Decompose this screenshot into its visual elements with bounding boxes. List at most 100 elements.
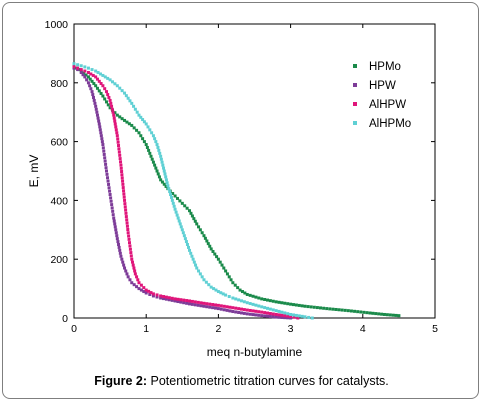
data-point [120, 257, 124, 261]
data-point [394, 313, 398, 317]
data-point [237, 307, 241, 311]
x-tick-label: 1 [143, 323, 149, 335]
data-point [155, 143, 159, 147]
data-point [109, 199, 113, 203]
data-point [95, 110, 99, 114]
data-point [114, 231, 118, 235]
data-point [382, 312, 386, 316]
data-point [208, 244, 212, 248]
data-point [337, 308, 341, 312]
data-point [228, 305, 232, 309]
data-point [106, 103, 110, 107]
data-point [219, 304, 223, 308]
data-point [197, 269, 201, 273]
data-point [286, 312, 290, 316]
data-point [79, 64, 83, 68]
data-point [162, 297, 166, 301]
legend-marker [353, 121, 357, 125]
x-tick-label: 4 [360, 323, 366, 335]
data-point [307, 315, 311, 319]
data-point [271, 315, 275, 319]
data-point [254, 295, 258, 299]
data-point [182, 301, 186, 305]
data-point [260, 305, 264, 309]
data-point [151, 294, 155, 298]
series-AlHPW [72, 65, 300, 320]
data-point [126, 96, 130, 100]
data-point [101, 73, 105, 77]
data-point [185, 299, 189, 303]
data-point [228, 309, 232, 313]
data-point [121, 186, 125, 190]
data-point [102, 152, 106, 156]
data-point [113, 222, 117, 226]
data-point [147, 289, 151, 293]
data-point [175, 196, 179, 200]
data-point [97, 122, 101, 126]
data-point [100, 137, 104, 141]
data-point [245, 301, 249, 305]
data-point [385, 313, 389, 317]
data-point [85, 78, 89, 82]
data-point [91, 73, 95, 77]
data-point [178, 199, 182, 203]
data-point [196, 303, 200, 307]
data-point [211, 306, 215, 310]
legend-marker [353, 83, 357, 87]
data-point [121, 260, 125, 264]
data-point [117, 147, 121, 151]
data-point [123, 266, 127, 270]
data-point [118, 157, 122, 161]
data-point [135, 285, 139, 289]
data-point [251, 309, 255, 313]
data-point [251, 294, 255, 298]
data-point [111, 213, 115, 217]
data-point [107, 182, 111, 186]
data-point [286, 314, 290, 318]
data-point [155, 169, 159, 173]
data-point [268, 315, 272, 319]
data-point [148, 151, 152, 155]
data-point [155, 293, 159, 297]
data-point [211, 249, 215, 253]
legend-marker [353, 64, 357, 68]
data-point [163, 172, 167, 176]
data-point [189, 211, 193, 215]
data-point [219, 291, 223, 295]
data-point [193, 300, 197, 304]
data-point [95, 86, 99, 90]
data-point [225, 308, 229, 312]
data-point [101, 84, 105, 88]
data-point [245, 312, 249, 316]
data-point [220, 263, 224, 267]
data-point [113, 82, 117, 86]
plot-border [73, 23, 436, 319]
data-point [99, 134, 103, 138]
data-point [116, 137, 120, 141]
data-point [124, 269, 128, 273]
data-point [125, 221, 129, 225]
data-point [156, 172, 160, 176]
data-point [119, 166, 123, 170]
data-point [257, 296, 261, 300]
data-point [115, 237, 119, 241]
data-point [300, 314, 304, 318]
data-point [72, 65, 76, 69]
data-point [127, 234, 131, 238]
data-point [160, 180, 164, 184]
data-point [104, 162, 108, 166]
data-point [111, 209, 115, 213]
data-point [150, 157, 154, 161]
data-point [120, 173, 124, 177]
x-tick-label: 3 [288, 323, 294, 335]
data-point [124, 208, 128, 212]
data-point [159, 294, 163, 298]
data-point [180, 228, 184, 232]
data-point [119, 254, 123, 258]
data-point [242, 311, 246, 315]
data-point [137, 113, 141, 117]
data-point [117, 243, 121, 246]
data-point [96, 116, 100, 120]
data-point [234, 297, 238, 301]
data-point [181, 231, 185, 235]
